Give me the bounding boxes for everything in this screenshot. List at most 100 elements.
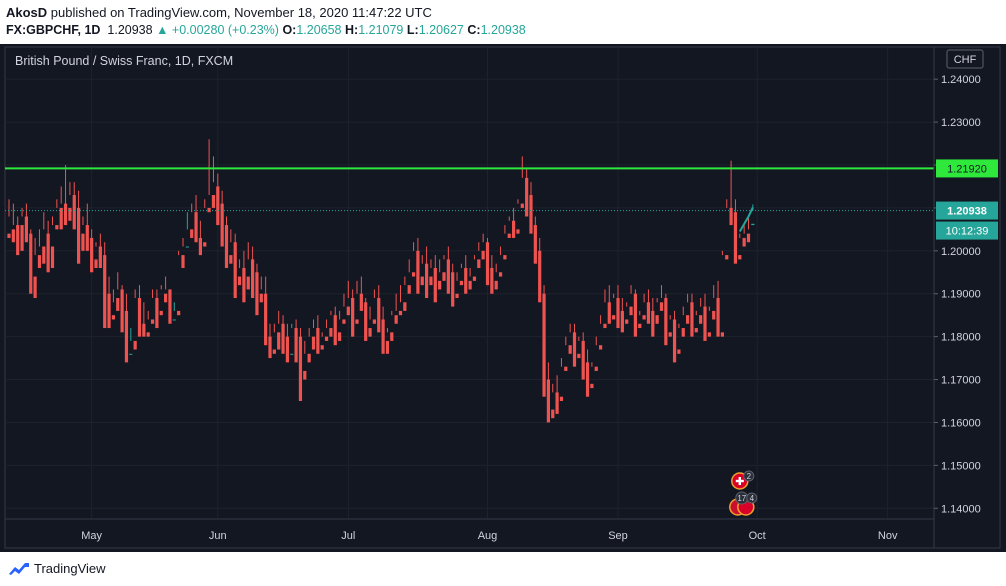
candle-down — [229, 229, 233, 264]
candle-down — [538, 237, 542, 303]
currency-badge[interactable]: CHF — [946, 49, 984, 69]
candle-body — [512, 220, 516, 238]
candle-body — [116, 298, 120, 311]
candle-body — [568, 345, 572, 354]
candle-body — [690, 302, 694, 337]
candle-body — [381, 319, 385, 354]
candle-down — [425, 246, 429, 299]
candle-body — [420, 276, 424, 286]
chart-title: British Pound / Swiss Franc, 1D, FXCM — [15, 54, 233, 68]
low-label: L: — [406, 23, 419, 37]
candle-down — [485, 237, 490, 286]
candle-body — [224, 225, 229, 268]
candle-down — [368, 306, 372, 337]
candle-body — [438, 280, 442, 290]
candle-body — [33, 276, 37, 299]
candle-body — [46, 233, 50, 273]
candle-down — [46, 220, 50, 273]
candle-body — [638, 323, 642, 329]
candle-body — [194, 212, 198, 243]
symbol-label: FX:GBPCHF, 1D — [6, 23, 101, 37]
price-tick-label: 1.14000 — [941, 503, 981, 515]
footer: TradingView — [0, 552, 1006, 586]
candle-body — [259, 293, 263, 303]
price-axis[interactable]: 1.240001.230001.220001.210001.200001.190… — [934, 74, 998, 515]
candle-down — [672, 310, 677, 363]
tradingview-logo-icon[interactable] — [8, 561, 30, 577]
candle-body — [368, 328, 372, 337]
candle-down — [646, 289, 651, 324]
time-tick-label: Jul — [341, 530, 355, 542]
candle-down — [564, 336, 568, 371]
candle-body — [659, 302, 664, 311]
candle-body — [672, 319, 677, 363]
candle-body — [29, 233, 33, 294]
countdown-label: 10:12:39 — [946, 226, 989, 238]
candle-body — [203, 242, 207, 247]
candle-body — [629, 306, 633, 316]
candle-body — [472, 276, 477, 281]
candle-body — [303, 370, 307, 380]
candle-down — [303, 340, 307, 380]
candle-down — [133, 289, 137, 350]
candle-down — [146, 310, 150, 337]
candle-down — [403, 276, 407, 311]
candle-body — [464, 267, 468, 294]
flag-count-badge — [746, 492, 758, 504]
candle-down — [572, 323, 577, 367]
candle-body — [307, 353, 311, 363]
candle-down — [725, 199, 729, 260]
time-axis[interactable]: MayJunJulAugSepOctNovDec — [81, 530, 1006, 542]
candle-body — [455, 293, 459, 299]
candle-body — [316, 328, 320, 354]
candle-down — [707, 306, 711, 337]
published-text: published on TradingView.com, November 1… — [47, 5, 432, 20]
chart-panel[interactable]: 1.240001.230001.220001.210001.200001.190… — [0, 44, 1006, 552]
candle-body — [255, 272, 259, 316]
candle-body — [233, 242, 237, 299]
candle-body — [385, 340, 390, 354]
brand-name[interactable]: TradingView — [34, 561, 106, 576]
candle-body — [11, 229, 15, 243]
candle-body — [607, 302, 611, 324]
candle-down — [246, 242, 250, 290]
price-tick-label: 1.19000 — [941, 289, 981, 301]
candle-down — [494, 263, 498, 290]
candle-down — [77, 190, 81, 264]
candle-body — [590, 383, 594, 389]
candle-body — [264, 293, 268, 346]
candle-down — [320, 332, 324, 350]
candle-body — [651, 310, 655, 337]
candle-down — [68, 182, 72, 221]
candle-down — [342, 293, 346, 324]
candle-down — [607, 285, 611, 324]
candle-down — [7, 199, 11, 238]
candle-down — [512, 207, 516, 238]
candle-down — [420, 255, 424, 286]
last-price-label: 1.20938 — [947, 206, 987, 218]
candle-body — [433, 267, 437, 303]
candle-body — [729, 207, 733, 226]
candle-body — [411, 272, 416, 277]
candle-body — [155, 298, 159, 329]
candle-down — [429, 259, 433, 286]
candle-body — [398, 310, 403, 316]
author-name[interactable]: AkosD — [6, 5, 48, 20]
candlestick-chart[interactable]: 1.240001.230001.220001.210001.200001.190… — [0, 44, 1006, 552]
candle-body — [442, 272, 446, 281]
candle-body — [577, 353, 581, 359]
open-value: 1.20658 — [296, 23, 342, 37]
candle-down — [455, 272, 459, 299]
candle-body — [20, 225, 24, 251]
candle-body — [477, 259, 481, 268]
candle-body — [198, 237, 202, 256]
candle-down — [490, 255, 494, 294]
event-flags[interactable]: 2 17 4 — [729, 470, 758, 516]
candle-body — [7, 233, 11, 238]
candles-group — [7, 139, 755, 423]
candle-down — [11, 203, 15, 243]
candle-body — [77, 207, 81, 264]
candle-body — [681, 328, 685, 337]
candle-body — [246, 276, 250, 290]
candle-body — [146, 332, 150, 337]
